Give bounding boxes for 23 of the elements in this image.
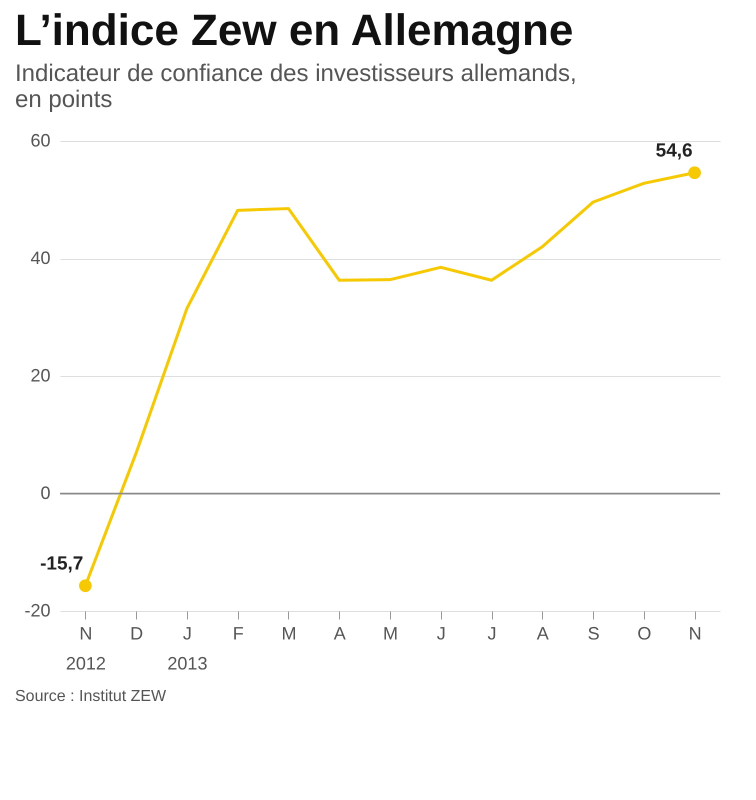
x-tick-label: A (536, 624, 549, 644)
x-tick-label: A (334, 624, 346, 644)
x-tick-label: N (688, 624, 702, 644)
data-label: -15,7 (40, 554, 84, 575)
chart-subtitle: Indicateur de confiance des investisseurs allemands, en points (15, 60, 577, 113)
y-tick-label: 0 (40, 483, 50, 503)
y-tick-label: -20 (24, 600, 50, 620)
x-tick-label: J (488, 624, 497, 644)
x-tick-label: F (232, 624, 244, 644)
source-note: Source : Institut ZEW (15, 688, 168, 705)
x-tick-label: M (383, 624, 398, 644)
x-tick-label: O (637, 624, 652, 644)
x-tick-label: N 2012 (66, 624, 106, 674)
chart-title: L’indice Zew en Allemagne (15, 6, 574, 55)
x-tick-label: J 2013 (167, 624, 208, 674)
y-tick-label: 40 (30, 248, 50, 268)
y-tick-label: 20 (30, 366, 50, 386)
data-label: 54,6 (656, 140, 693, 162)
y-tick-label: 60 (30, 130, 50, 150)
x-tick-label: S (588, 624, 600, 644)
x-tick-label: M (281, 624, 296, 644)
x-tick-label: D (130, 624, 144, 644)
x-tick-label: J (436, 624, 446, 644)
